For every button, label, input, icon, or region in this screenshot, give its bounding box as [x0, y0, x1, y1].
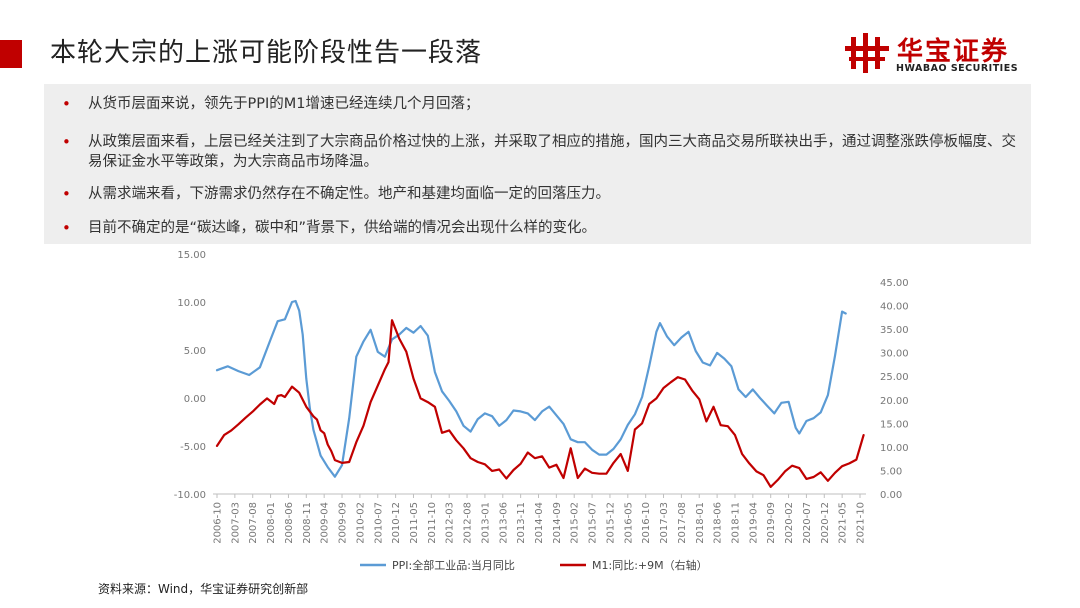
bullet-dot-icon: •	[62, 185, 71, 203]
x-tick-label: 2020-07	[802, 502, 813, 544]
bullet-text: 目前不确定的是“碳达峰，碳中和”背景下，供给端的情况会出现什么样的变化。	[88, 220, 597, 236]
x-tick-label: 2009-04	[320, 502, 331, 544]
x-tick-label: 2010-12	[391, 502, 402, 544]
right-y-tick-label: 0.00	[880, 490, 902, 501]
x-tick-label: 2009-09	[338, 502, 349, 544]
x-tick-label: 2011-10	[427, 502, 438, 544]
right-y-tick-label: 5.00	[880, 466, 902, 477]
x-tick-label: 2007-03	[230, 502, 241, 544]
x-tick-label: 2012-08	[463, 502, 474, 544]
x-tick-label: 2021-05	[838, 502, 849, 544]
title-accent-bar	[0, 40, 22, 68]
right-y-tick-label: 25.00	[880, 372, 909, 383]
x-tick-label: 2015-12	[605, 502, 616, 544]
x-tick-label: 2019-04	[748, 502, 759, 544]
x-tick-label: 2012-03	[445, 502, 456, 544]
x-tick-label: 2013-11	[516, 502, 527, 544]
bullet-text: 从货币层面来说，领先于PPI的M1增速已经连续几个月回落；	[88, 96, 480, 112]
x-tick-label: 2013-06	[498, 502, 509, 544]
x-tick-label: 2016-05	[623, 502, 634, 544]
x-tick-label: 2017-08	[677, 502, 688, 544]
bullet-text: 从需求端来看，下游需求仍然存在不确定性。地产和基建均面临一定的回落压力。	[88, 186, 610, 202]
x-tick-label: 2018-06	[713, 502, 724, 544]
chart-legend: PPI:全部工业品:当月同比 M1:同比:+9M（右轴）	[360, 558, 708, 572]
x-tick-label: 2011-05	[409, 502, 420, 544]
m1-series-line	[215, 319, 865, 488]
x-tick-label: 2019-09	[766, 502, 777, 544]
x-tick-label: 2007-08	[248, 502, 259, 544]
x-tick-label: 2017-03	[659, 502, 670, 544]
left-y-tick-label: 5.00	[184, 346, 206, 357]
x-tick-label: 2020-02	[784, 502, 795, 544]
right-y-tick-label: 15.00	[880, 419, 909, 430]
x-tick-label: 2020-12	[820, 502, 831, 544]
bullet-dot-icon: •	[62, 219, 71, 237]
series-layer	[215, 299, 865, 488]
ppi-series-line	[215, 299, 847, 478]
x-tick-label: 2008-06	[284, 502, 295, 544]
x-tick-label: 2008-11	[302, 502, 313, 544]
legend-m1-label: M1:同比:+9M（右轴）	[592, 558, 708, 572]
x-tick-label: 2021-10	[856, 502, 867, 544]
x-tick-label: 2014-04	[534, 502, 545, 544]
logo-name-cn: 华宝证券	[897, 37, 1010, 67]
x-tick-label: 2015-02	[570, 502, 581, 544]
hwabao-logo: 华宝证券 HWABAO SECURITIES	[843, 33, 1043, 77]
hwabao-logo-mark-icon	[845, 33, 889, 73]
x-tick-label: 2013-01	[480, 502, 491, 544]
right-y-tick-label: 40.00	[880, 302, 909, 313]
x-axis: 2006-10 2007-03 2007-08 2008-01 2008-06 2008-…	[213, 493, 867, 544]
x-tick-label: 2016-10	[641, 502, 652, 544]
left-y-axis: 15.00 10.00 5.00 0.00 -5.00 -10.00	[174, 250, 206, 501]
left-y-tick-label: 15.00	[177, 250, 206, 261]
ppi-m1-line-chart: 15.00 10.00 5.00 0.00 -5.00 -10.00 45.00 40.00…	[174, 250, 909, 572]
bullet-dot-icon: •	[62, 133, 71, 151]
right-y-tick-label: 35.00	[880, 325, 909, 336]
x-tick-label: 2018-01	[695, 502, 706, 544]
left-y-tick-label: 10.00	[177, 298, 206, 309]
right-y-axis: 45.00 40.00 35.00 30.00 25.00 20.00 15.00 10.00…	[880, 278, 909, 501]
x-tick-label: 2018-11	[730, 502, 741, 544]
left-y-tick-label: -5.00	[180, 442, 206, 453]
right-y-tick-label: 10.00	[880, 443, 909, 454]
x-tick-label: 2010-07	[373, 502, 384, 544]
left-y-tick-label: -10.00	[174, 490, 206, 501]
right-y-tick-label: 20.00	[880, 396, 909, 407]
logo-name-en: HWABAO SECURITIES	[896, 63, 1019, 74]
x-tick-label: 2006-10	[213, 502, 224, 544]
slide-title: 本轮大宗的上涨可能阶段性告一段落	[50, 38, 483, 68]
left-y-tick-label: 0.00	[184, 394, 206, 405]
bullet-text: 从政策层面来看，上层已经关注到了大宗商品价格过快的上涨，并采取了相应的措施，国内…	[88, 134, 1016, 170]
right-y-tick-label: 45.00	[880, 278, 909, 289]
bullet-panel: • 从货币层面来说，领先于PPI的M1增速已经连续几个月回落； • 从政策层面来…	[44, 84, 1031, 244]
bullet-dot-icon: •	[62, 95, 71, 113]
x-tick-label: 2014-09	[552, 502, 563, 544]
x-tick-label: 2010-02	[355, 502, 366, 544]
right-y-tick-label: 30.00	[880, 349, 909, 360]
legend-ppi-label: PPI:全部工业品:当月同比	[392, 558, 515, 572]
source-note: 资料来源：Wind，华宝证券研究创新部	[98, 582, 309, 596]
x-tick-label: 2015-07	[588, 502, 599, 544]
x-tick-label: 2008-01	[266, 502, 277, 544]
